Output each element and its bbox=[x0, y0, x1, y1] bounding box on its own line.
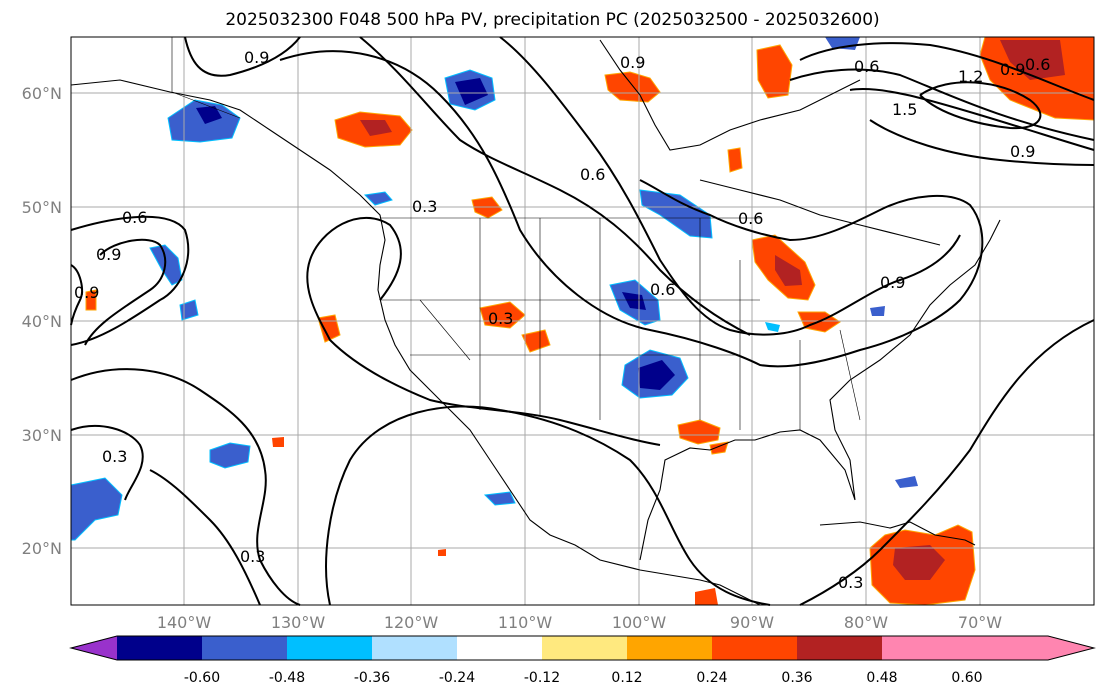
lon-label: 110°W bbox=[498, 613, 553, 632]
colorbar-tick: 0.48 bbox=[866, 670, 897, 686]
colorbar-tick: 0.36 bbox=[781, 670, 812, 686]
contour-label: 0.6 bbox=[650, 280, 675, 299]
contour-label: 0.3 bbox=[488, 309, 513, 328]
contour-label: 0.3 bbox=[412, 197, 437, 216]
lat-axis: 60°N 50°N 40°N 30°N 20°N bbox=[22, 84, 62, 558]
contour-label: 1.5 bbox=[892, 100, 917, 119]
contour-label: 0.6 bbox=[580, 165, 605, 184]
colorbar-segment bbox=[457, 636, 542, 660]
map-title: 2025032300 F048 500 hPa PV, precipitatio… bbox=[225, 10, 880, 30]
colorbar-segment bbox=[542, 636, 627, 660]
contour-label: 0.9 bbox=[96, 245, 121, 264]
lon-axis: 140°W 130°W 120°W 110°W 100°W 90°W 80°W … bbox=[157, 613, 1002, 632]
colorbar-tick: -0.36 bbox=[354, 670, 390, 686]
contour-label: 0.6 bbox=[854, 57, 879, 76]
lon-label: 70°W bbox=[958, 613, 1002, 632]
contour-label: 0.9 bbox=[1000, 60, 1025, 79]
colorbar-tick: 0.12 bbox=[611, 670, 642, 686]
map-frame bbox=[70, 36, 1095, 606]
coastlines bbox=[70, 39, 1001, 606]
contour-label: 0.9 bbox=[1010, 142, 1035, 161]
colorbar-segment bbox=[287, 636, 372, 660]
colorbar-segment bbox=[627, 636, 712, 660]
colorbar-outline bbox=[69, 635, 1096, 661]
state-borders bbox=[171, 37, 861, 430]
colorbar-tick: -0.60 bbox=[184, 670, 220, 686]
lon-label: 100°W bbox=[612, 613, 667, 632]
lon-label: 120°W bbox=[384, 613, 439, 632]
colorbar-segment bbox=[117, 636, 202, 660]
lat-label: 60°N bbox=[22, 84, 62, 103]
contour-label: 0.9 bbox=[244, 48, 269, 67]
lon-label: 80°W bbox=[844, 613, 888, 632]
lat-label: 50°N bbox=[22, 198, 62, 217]
lat-label: 20°N bbox=[22, 539, 62, 558]
colorbar-segment bbox=[372, 636, 457, 660]
contour-label: 0.9 bbox=[74, 283, 99, 302]
colorbar-segment bbox=[797, 636, 882, 660]
lon-label: 130°W bbox=[271, 613, 326, 632]
precip-shading bbox=[70, 36, 1095, 606]
colorbar-tick: -0.48 bbox=[269, 670, 305, 686]
contour-labels: 0.9 0.6 0.9 0.9 0.6 0.3 0.6 0.6 0.3 0.3 … bbox=[74, 48, 1050, 592]
colorbar-tick: -0.24 bbox=[439, 670, 475, 686]
contour-label: 0.3 bbox=[838, 573, 863, 592]
contour-label: 0.3 bbox=[240, 547, 265, 566]
contour-label: 0.3 bbox=[102, 447, 127, 466]
colorbar-tick: -0.12 bbox=[524, 670, 560, 686]
contour-label: 1.2 bbox=[958, 67, 983, 86]
colorbar: -0.60 -0.48 -0.36 -0.24 -0.12 0.12 0.24 … bbox=[69, 635, 1096, 686]
colorbar-segment bbox=[882, 636, 1048, 660]
contour-label: 0.9 bbox=[620, 53, 645, 72]
lat-label: 30°N bbox=[22, 426, 62, 445]
lon-label: 90°W bbox=[730, 613, 774, 632]
contour-label: 0.6 bbox=[738, 209, 763, 228]
colorbar-segment bbox=[712, 636, 797, 660]
contour-label: 0.6 bbox=[1025, 55, 1050, 74]
lon-label: 140°W bbox=[157, 613, 212, 632]
contour-label: 0.6 bbox=[122, 208, 147, 227]
colorbar-extend-low bbox=[71, 636, 117, 660]
colorbar-extend-high bbox=[1048, 636, 1094, 660]
colorbar-segment bbox=[202, 636, 287, 660]
contour-label: 0.9 bbox=[880, 273, 905, 292]
colorbar-tick: 0.60 bbox=[951, 670, 982, 686]
lat-label: 40°N bbox=[22, 312, 62, 331]
colorbar-tick: 0.24 bbox=[696, 670, 727, 686]
pv-contours bbox=[70, 36, 1095, 606]
